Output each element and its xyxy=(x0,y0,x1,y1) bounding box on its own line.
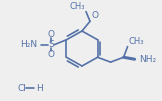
Text: H: H xyxy=(36,84,43,93)
Text: Cl: Cl xyxy=(18,84,27,93)
Text: CH₃: CH₃ xyxy=(129,37,144,46)
Text: NH₂: NH₂ xyxy=(140,55,157,64)
Text: O: O xyxy=(92,11,99,20)
Text: CH₃: CH₃ xyxy=(69,2,85,11)
Text: H₂N: H₂N xyxy=(20,40,37,49)
Text: O: O xyxy=(48,30,55,39)
Text: O: O xyxy=(48,50,55,59)
Text: S: S xyxy=(49,40,54,49)
